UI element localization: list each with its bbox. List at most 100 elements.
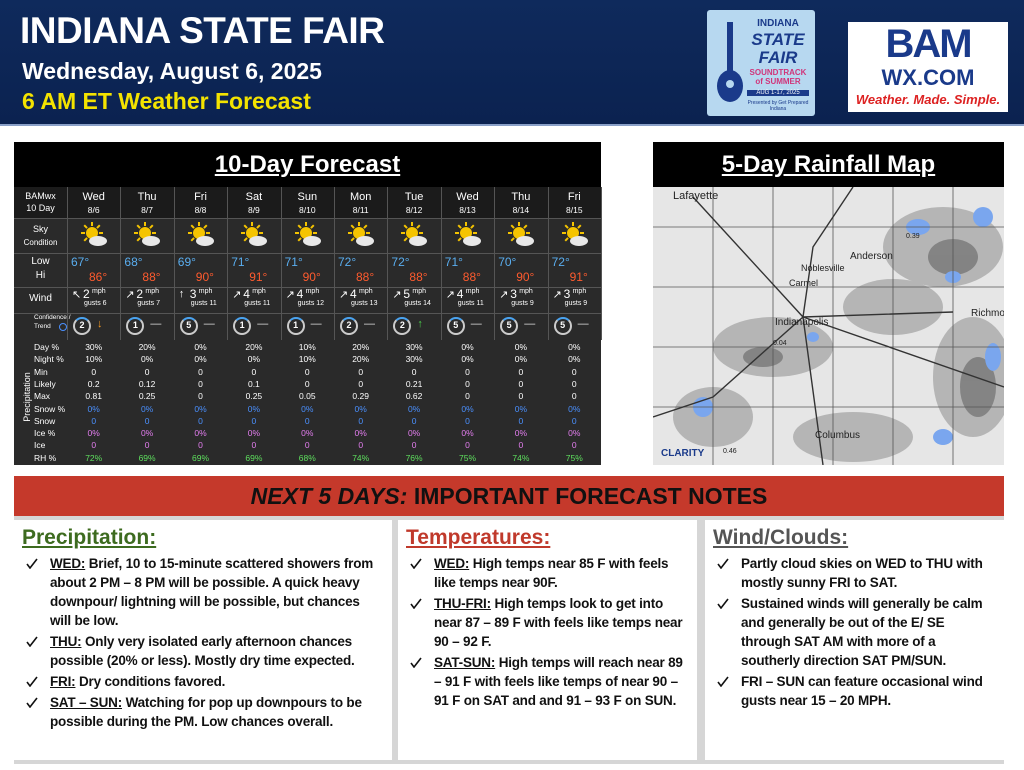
precip-value: 68% [298,452,316,463]
sun-ray [350,224,355,229]
wind-gusts: gusts 14 [404,300,431,307]
precip-value: 0% [87,428,100,439]
precip-value: 0 [91,415,97,426]
check-mark [410,598,422,609]
precip-value: 0% [514,428,528,439]
wind-speed: 4 [350,287,357,301]
wind-unit: mph [252,288,266,295]
sun-ray [309,224,315,229]
notes-column: Wind/Clouds: Partly cloud skies on WED to… [705,520,1004,760]
col-line [280,187,282,340]
hi-temp: 90° [516,270,535,284]
precip-value: 0% [194,428,207,439]
cloud [409,236,428,246]
precip-value: 0.62 [405,391,423,402]
notes-heading: Wind/Clouds: [713,526,849,549]
low-temp: 68° [124,255,143,269]
precip-value: 20% [138,342,156,352]
precip-value: 10% [85,354,103,365]
sun-ray [96,224,101,229]
trend: — [150,318,162,330]
note-text: Watching for pop up downpours to be poss… [50,695,362,729]
precip-value: 0% [87,403,100,414]
day-name: Thu [511,191,531,203]
banner-lead: NEXT 5 DAYS: [250,483,408,509]
sun-ray [243,224,248,229]
notes: Precipitation: WED: Brief, 10 to 15-minut… [14,516,1004,764]
day-date: 8/15 [566,205,583,215]
precip-value: 0% [301,403,314,414]
precip-row-label: Max [34,391,51,402]
precip-row-label: Ice [34,440,46,451]
precip-value: 0.2 [87,378,100,389]
precip-value: 0 [518,415,524,426]
conf-ring [73,317,91,335]
precip-value: 30% [85,342,103,352]
wind-gusts: gusts 7 [137,300,160,307]
precip-row-label: RH % [34,452,57,463]
check-mark [410,558,422,569]
row-line [14,253,601,287]
wind-speed: 3 [510,287,517,301]
precip-value: 0% [407,428,421,439]
map-label: Richmo [971,308,1004,319]
day-name: Sun [297,191,318,203]
note-lead: SAT – SUN: [50,695,123,710]
wind-speed: 2 [83,287,90,301]
precip-value: 20% [245,342,263,352]
corner-1: BAMwx [25,191,56,201]
low-temp: 72° [338,255,357,269]
trend: ↑ [417,318,423,330]
precip-value: 69% [245,452,263,463]
check-icon [410,558,422,569]
day-name: Mon [349,191,372,203]
precip-value: 0% [514,403,528,414]
trend: — [364,318,375,330]
map-label: 0.04 [773,340,787,347]
wind-unit: mph [92,288,106,295]
precip-row-label: Night % [34,354,64,365]
precip-value: 0 [518,366,524,377]
day-name: Wed [82,191,105,203]
sky-icon [81,222,107,246]
sun-ray [190,224,195,229]
banner-text: IMPORTANT FORECAST NOTES [407,483,768,509]
precip-value: 0% [568,354,581,365]
sun-ray [564,224,569,229]
header-row-bg [14,187,601,218]
hi-temp: 91° [569,270,588,284]
note-lead: THU: [50,634,82,649]
low-temp: 72° [391,255,410,269]
day-date: 8/14 [512,205,530,215]
note-item: WED: High temps near 85 F with feels lik… [406,554,689,592]
note-text: Brief, 10 to 15-minute scattered showers… [50,556,374,628]
day-name: Thu [137,191,157,203]
notes-column: Temperatures: WED: High temps near 85 F w… [398,520,697,760]
confidence: 1 [132,320,138,330]
precip-value: 0 [91,366,97,377]
check-mark [26,558,38,569]
precip-value: 0% [354,403,367,414]
check-icon [410,657,422,668]
precip-value: 0 [358,415,364,426]
precip-value: 0% [568,342,581,352]
row-line [14,218,601,253]
note-text: High temps will reach near 89 – 91 F wit… [434,655,683,708]
precip-value: 0 [465,366,470,377]
precip-value: 72% [85,452,103,463]
forecast-title: 10-Day Forecast [14,142,601,187]
low-temp: 69° [177,255,196,269]
map-graphic [653,187,1004,465]
wind-speed: 4 [243,287,250,301]
note-lead: FRI: [50,674,76,689]
note-item: FRI – SUN can feature occasional wind gu… [713,672,996,710]
day-date: 8/11 [352,205,369,215]
precip-value: 75% [565,452,583,463]
col-line [547,187,549,340]
sky-icon [508,222,535,246]
map-title: 5-Day Rainfall Map [653,142,1004,187]
wind-label: Wind [29,293,52,304]
cloud [142,236,161,246]
bam-domain: WX.COM [881,65,975,90]
trend: — [470,318,482,330]
